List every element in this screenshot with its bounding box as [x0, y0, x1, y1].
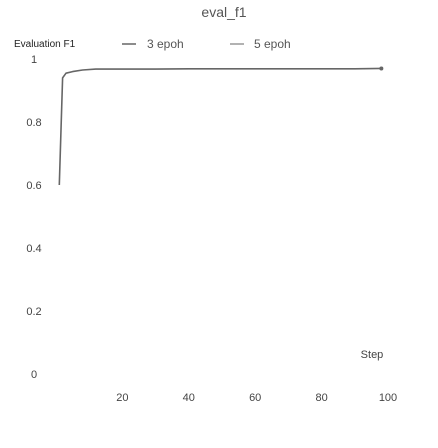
x-tick-label: 100: [379, 392, 397, 404]
y-tick-label: 0.4: [26, 243, 41, 255]
series-end-point-0: [379, 66, 384, 71]
y-tick-label: 0.2: [26, 306, 41, 318]
y-tick-label: 0.8: [26, 117, 41, 129]
x-tick-label: 20: [116, 392, 128, 404]
series-layer: [58, 66, 384, 186]
x-axis-ticks: 20 40 60 80 100: [116, 392, 397, 404]
legend-item-5-epoh[interactable]: 5 epoh: [230, 37, 291, 51]
y-axis-ticks: 0 0.2 0.4 0.6 0.8 1: [26, 54, 41, 381]
series-line-0: [58, 67, 382, 186]
x-tick-label: 60: [249, 392, 261, 404]
legend-label-5-epoh: 5 epoh: [254, 37, 291, 51]
x-axis-label: Step: [361, 349, 384, 361]
legend-label-3-epoh: 3 epoh: [147, 37, 184, 51]
legend: 3 epoh 5 epoh: [122, 37, 291, 51]
y-tick-label: 0: [31, 369, 37, 381]
x-tick-label: 80: [315, 392, 327, 404]
legend-item-3-epoh[interactable]: 3 epoh: [122, 37, 184, 51]
y-tick-label: 1: [31, 54, 37, 66]
chart-title: eval_f1: [201, 4, 246, 20]
x-tick-label: 40: [183, 392, 195, 404]
y-axis-label: Evaluation F1: [14, 39, 76, 50]
y-tick-label: 0.6: [26, 180, 41, 192]
